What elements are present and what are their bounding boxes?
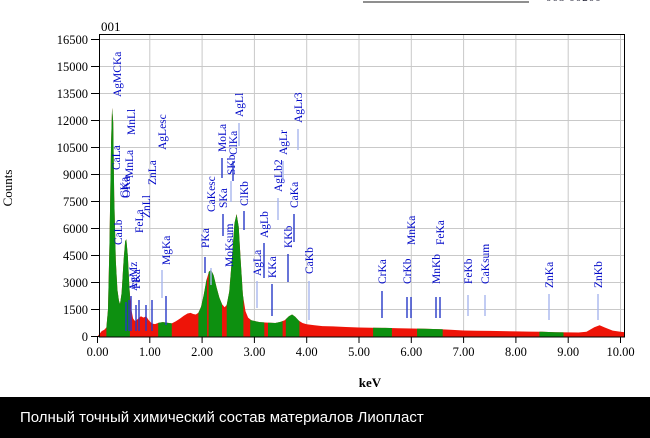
peak-label-znla: ZnLa bbox=[147, 160, 159, 185]
peak-label-aglb: AgLb bbox=[259, 211, 271, 238]
peak-label-oka: OKa bbox=[121, 176, 133, 198]
peak-label-mgka: MgKa bbox=[161, 236, 173, 265]
peak-label-mnkb: MnKb bbox=[431, 254, 443, 284]
peak-label-calb: CaLb bbox=[113, 219, 125, 245]
y-tick-label: 15000 bbox=[57, 60, 88, 74]
peak-label-feka: FeKa bbox=[435, 220, 447, 245]
x-tick-label: 3.00 bbox=[243, 345, 265, 359]
x-tick-label: 8.00 bbox=[505, 345, 527, 359]
spectrum-identified-segment bbox=[417, 328, 443, 337]
peak-label-aglr3: AgLr3 bbox=[293, 92, 305, 123]
peak-label-kka: KKa bbox=[267, 256, 279, 278]
y-tick-label: 10500 bbox=[57, 141, 88, 155]
peak-label-kkb: KKb bbox=[283, 225, 295, 248]
spectrum-identified-segment bbox=[106, 107, 130, 337]
peak-label-fela: FeLa bbox=[134, 209, 146, 233]
x-tick-label: 4.00 bbox=[296, 345, 318, 359]
y-tick-label: 12000 bbox=[57, 114, 88, 128]
plot-border bbox=[99, 34, 625, 338]
peak-label-agmz: AgMz bbox=[128, 262, 140, 291]
peak-label-aglb2: AgLb2 bbox=[273, 159, 285, 192]
y-tick-label: 9000 bbox=[63, 168, 88, 182]
peak-label-mnka: MnKa bbox=[406, 216, 418, 245]
y-tick-label: 3000 bbox=[63, 276, 88, 290]
caption-text: Полный точный химический состав материал… bbox=[20, 409, 424, 426]
peak-label-mola: MoLa bbox=[217, 124, 229, 152]
peak-label-mnll: MnLl bbox=[126, 109, 138, 135]
peak-label-agll: AgLl bbox=[234, 93, 246, 117]
peak-label-clka: ClKa bbox=[228, 131, 240, 155]
cropped-toolbar-divider bbox=[363, 1, 529, 3]
peak-label-znll: ZnLl bbox=[141, 195, 153, 218]
peak-label-aglr: AgLr bbox=[278, 130, 290, 155]
y-tick-label: 4500 bbox=[63, 249, 88, 263]
spectrum-identified-segment bbox=[285, 314, 300, 337]
spectrum-identified-segment bbox=[373, 327, 392, 337]
peak-label-cka: CKa bbox=[119, 177, 131, 198]
y-tick-label: 1500 bbox=[63, 303, 88, 317]
spectrum-identified-segment bbox=[268, 321, 283, 337]
spectrum-identified-segment bbox=[539, 331, 564, 337]
spectrum-base-area bbox=[97, 107, 625, 337]
peak-label-fka: FKa bbox=[131, 269, 143, 289]
spectrum-identified-segment bbox=[198, 278, 208, 337]
cropped-header-text-value: 005 00200 bbox=[546, 0, 646, 4]
x-axis-label: keV bbox=[358, 375, 382, 390]
peak-label-clkb: ClKb bbox=[239, 181, 251, 206]
peak-label-ska: SKa bbox=[218, 188, 230, 208]
peak-label-skb: SKb bbox=[226, 154, 238, 175]
caption-bar: Полный точный химический состав материал… bbox=[0, 397, 650, 438]
x-tick-label: 0.00 bbox=[87, 345, 109, 359]
peak-label-znka: ZnKa bbox=[544, 262, 556, 288]
spectrum-identified-segment bbox=[158, 322, 172, 337]
x-tick-label: 5.00 bbox=[348, 345, 370, 359]
peak-label-caksum: CaKsum bbox=[480, 244, 492, 284]
peak-label-cakesc: CaKesc bbox=[206, 176, 218, 212]
x-tick-label: 2.00 bbox=[191, 345, 213, 359]
peak-label-caka: CaKa bbox=[289, 182, 301, 208]
y-tick-label: 0 bbox=[82, 330, 88, 344]
peak-label-crkb: CrKb bbox=[402, 258, 414, 284]
y-tick-label: 6000 bbox=[63, 222, 88, 236]
x-tick-label: 6.00 bbox=[400, 345, 422, 359]
x-tick-label: 10.00 bbox=[606, 345, 634, 359]
peak-label-fekb: FeKb bbox=[463, 258, 475, 284]
y-tick-label: 7500 bbox=[63, 195, 88, 209]
y-tick-label: 16500 bbox=[57, 33, 88, 47]
x-tick-label: 7.00 bbox=[453, 345, 475, 359]
peak-label-agla: AgLa bbox=[252, 250, 264, 276]
x-tick-label: 9.00 bbox=[557, 345, 579, 359]
peak-label-mnla: MnLa bbox=[124, 150, 136, 178]
peak-label-pka: PKa bbox=[200, 228, 212, 248]
spectrum-identified-segment bbox=[208, 269, 222, 337]
peak-label-cala: CaLa bbox=[111, 145, 123, 170]
peak-label-moksum: MoKsum bbox=[224, 223, 236, 267]
peak-label-agmcka: AgMCKa bbox=[112, 52, 124, 97]
spectrum-identified-segment bbox=[226, 214, 244, 337]
x-tick-label: 1.00 bbox=[139, 345, 161, 359]
spectrum-identified-segment bbox=[250, 319, 265, 337]
peak-label-crka: CrKa bbox=[377, 259, 389, 284]
peak-label-aglesc: AgLesc bbox=[157, 114, 169, 150]
spectrum-title: 001 bbox=[101, 19, 121, 34]
y-tick-label: 13500 bbox=[57, 87, 88, 101]
cropped-header-text: 005 00200 bbox=[546, 0, 646, 5]
peak-label-cakb: CaKb bbox=[304, 247, 316, 274]
peak-label-znkb: ZnKb bbox=[593, 261, 605, 288]
